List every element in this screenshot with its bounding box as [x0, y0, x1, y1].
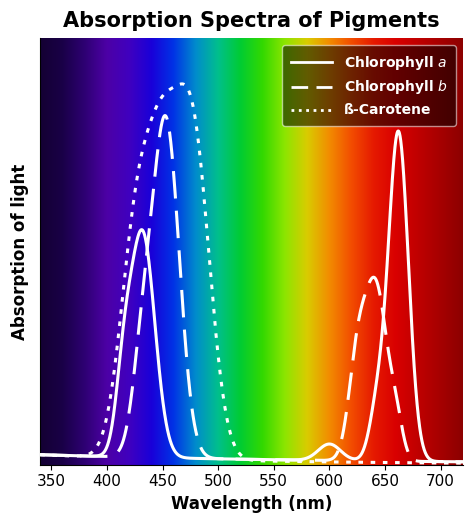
Y-axis label: Absorption of light: Absorption of light: [11, 163, 29, 340]
Legend: Chlorophyll $a$, Chlorophyll $b$, ß-Carotene: Chlorophyll $a$, Chlorophyll $b$, ß-Caro…: [283, 45, 456, 126]
X-axis label: Wavelength (nm): Wavelength (nm): [171, 495, 332, 513]
Title: Absorption Spectra of Pigments: Absorption Spectra of Pigments: [63, 11, 440, 31]
